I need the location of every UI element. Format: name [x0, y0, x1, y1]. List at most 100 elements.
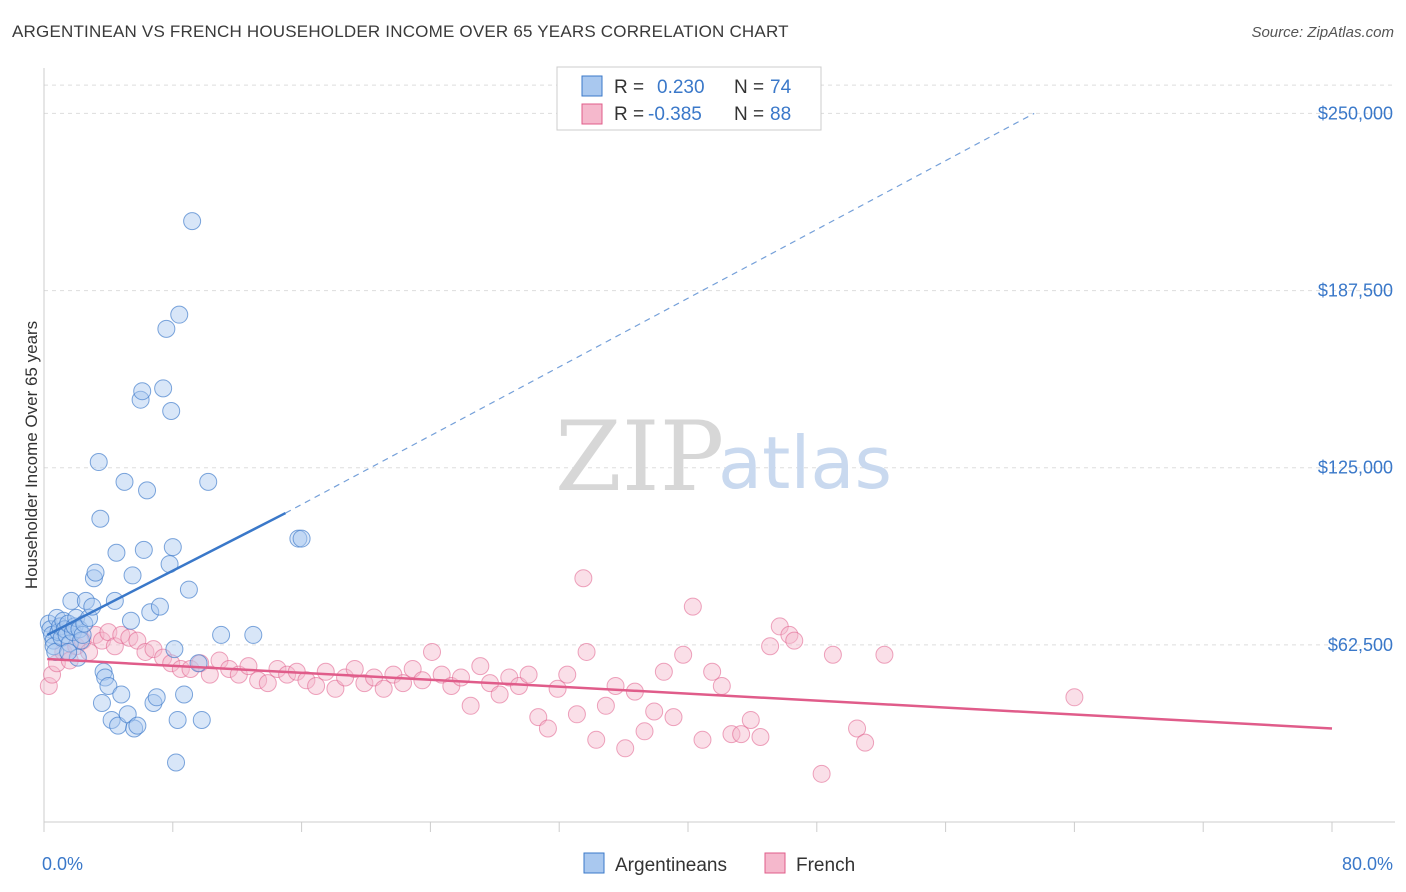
argentinean-point — [59, 642, 78, 661]
argentinean-trend-line — [46, 511, 287, 637]
french-point — [785, 631, 804, 650]
french-point — [1065, 688, 1084, 707]
argentinean-point — [147, 688, 166, 707]
french-point — [461, 696, 480, 715]
french-point — [374, 679, 393, 698]
argentinean-point — [133, 382, 152, 401]
y-axis-label: Householder Income Over 65 years — [22, 321, 41, 589]
argentinean-point — [179, 580, 198, 599]
french-point — [567, 705, 586, 724]
grid-lines — [44, 84, 1395, 646]
french-point — [654, 662, 673, 681]
argentinean-point — [128, 716, 147, 735]
legend-n-value-1: 74 — [770, 77, 792, 98]
argentinean-point — [167, 753, 186, 772]
y-tick-labels: $62,500 $125,000 $187,500 $250,000 — [1318, 103, 1393, 654]
series-legend: Argentineans French — [583, 852, 855, 876]
argentinean-point — [112, 685, 131, 704]
french-point — [538, 719, 557, 738]
chart-title: ARGENTINEAN VS FRENCH HOUSEHOLDER INCOME… — [12, 22, 789, 41]
french-point — [200, 665, 219, 684]
french-point — [683, 597, 702, 616]
argentinean-point — [86, 563, 105, 582]
legend-n-label-1: N = — [734, 77, 764, 98]
french-point — [451, 668, 470, 687]
french-point — [606, 676, 625, 695]
x-tick-label-max: 80.0% — [1342, 854, 1393, 874]
argentinean-point — [107, 543, 126, 562]
french-point — [355, 674, 374, 693]
french-point — [703, 662, 722, 681]
french-point — [558, 665, 577, 684]
french-point — [105, 637, 124, 656]
legend-r-value-2: -0.385 — [648, 104, 702, 125]
argentinean-point — [89, 453, 108, 472]
x-tick-label-min: 0.0% — [42, 854, 83, 874]
series-swatch-argentineans — [583, 852, 605, 874]
y-tick-label: $187,500 — [1318, 281, 1393, 301]
argentinean-point — [199, 472, 218, 491]
argentinean-point — [141, 603, 160, 622]
french-trend-line — [47, 657, 1333, 730]
argentinean-point — [183, 212, 202, 231]
source-label: Source: ZipAtlas.com — [1251, 24, 1394, 41]
argentinean-point — [175, 685, 194, 704]
axes — [43, 68, 1395, 832]
stats-legend: R = 0.230 N = 74 R = -0.385 N = 88 — [556, 66, 822, 131]
argentinean-point — [62, 591, 81, 610]
french-point — [875, 645, 894, 664]
y-tick-label: $62,500 — [1328, 635, 1393, 655]
argentinean-point — [168, 710, 187, 729]
legend-r-label-1: R = — [614, 77, 644, 98]
french-point — [587, 730, 606, 749]
argentinean-point — [125, 719, 144, 738]
french-point — [693, 730, 712, 749]
french-point — [712, 676, 731, 695]
trend-lines — [46, 112, 1333, 730]
argentinean-point — [91, 509, 110, 528]
french-point — [751, 727, 770, 746]
series-swatch-french — [764, 852, 786, 874]
french-point — [596, 696, 615, 715]
argentinean-point — [144, 693, 163, 712]
french-point — [307, 676, 326, 695]
french-point — [258, 674, 277, 693]
french-point — [635, 722, 654, 741]
french-points — [39, 569, 1084, 783]
french-point — [722, 725, 741, 744]
french-point — [239, 657, 258, 676]
argentinean-point — [134, 540, 153, 559]
argentinean-point — [163, 538, 182, 557]
french-point — [664, 708, 683, 727]
french-point — [345, 659, 364, 678]
french-point — [645, 702, 664, 721]
french-point — [577, 642, 596, 661]
argentinean-point — [138, 481, 157, 500]
argentinean-point — [244, 625, 263, 644]
french-point — [519, 665, 538, 684]
french-point — [423, 642, 442, 661]
argentinean-point — [292, 529, 311, 548]
french-point — [162, 654, 181, 673]
series-label-argentineans: Argentineans — [615, 855, 727, 876]
argentinean-point — [123, 566, 142, 585]
argentinean-point — [99, 676, 118, 695]
french-point — [548, 679, 567, 698]
legend-swatch-argentineans — [581, 75, 603, 97]
french-point — [490, 685, 509, 704]
french-point — [574, 569, 593, 588]
legend-r-value-1: 0.230 — [657, 77, 705, 98]
argentinean-point — [212, 625, 231, 644]
legend-r-label-2: R = — [614, 104, 644, 125]
french-point — [616, 739, 635, 758]
french-point — [732, 725, 751, 744]
watermark: ZIP atlas — [555, 401, 892, 513]
french-point — [761, 637, 780, 656]
y-tick-label: $125,000 — [1318, 458, 1393, 478]
argentinean-point — [157, 319, 176, 338]
french-point — [780, 625, 799, 644]
argentinean-point — [92, 693, 111, 712]
argentinean-point — [115, 472, 134, 491]
french-point — [171, 659, 190, 678]
